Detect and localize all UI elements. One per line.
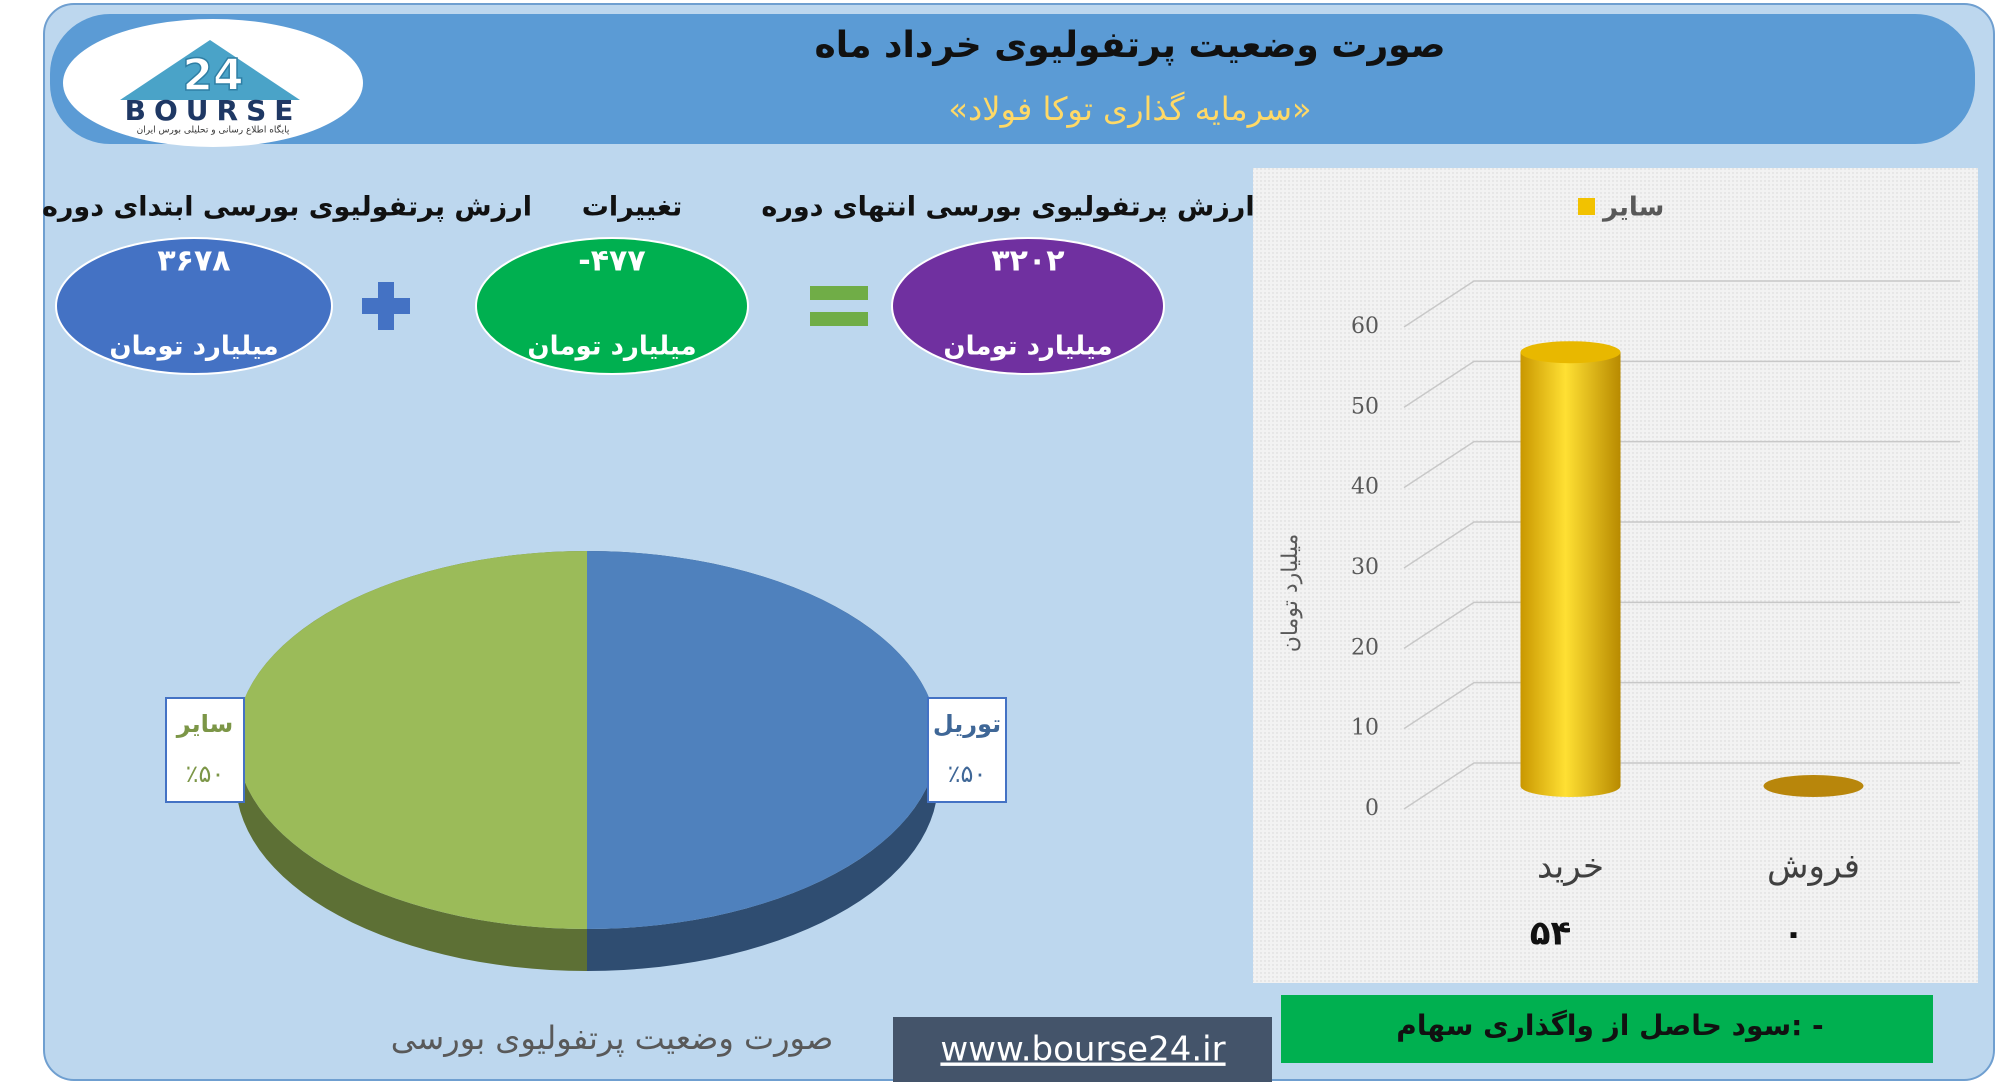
summary-oval <box>475 237 749 375</box>
pie-label: سایر <box>176 710 234 738</box>
summary-unit: میلیارد تومان <box>943 332 1112 362</box>
equals-sign <box>810 286 868 300</box>
title: صورت وضعیت پرتفولیوی خرداد ماه <box>814 25 1445 66</box>
y-tick-label: 40 <box>1351 475 1379 500</box>
grid-line <box>1403 681 1960 730</box>
y-tick-label: 20 <box>1351 635 1379 660</box>
summary-value: ۳۲۰۲ <box>991 244 1064 279</box>
legend-label: سایر <box>1601 193 1664 223</box>
profit-bar <box>1281 995 1933 1063</box>
y-tick-label: 0 <box>1365 796 1379 821</box>
website-box <box>893 1017 1272 1082</box>
summary-label: ارزش پرتفولیوی بورسی انتهای دوره <box>761 192 1254 223</box>
charts: توریل ٪۵۰ سایر ٪۵۰ صورت وضعیت پرتفولیوی بورس… <box>165 193 1960 1057</box>
bar-top <box>1520 341 1621 364</box>
y-axis-label: میلیارد تومان <box>1278 534 1303 653</box>
logo-number: 24 <box>182 50 243 101</box>
grid-line <box>1403 280 1960 328</box>
summary-label: ارزش پرتفولیوی بورسی ابتدای دوره <box>42 192 532 223</box>
x-tick-label: فروش <box>1767 847 1860 887</box>
pie-slice <box>587 551 938 929</box>
summary-unit: میلیارد تومان <box>109 332 278 362</box>
pie-slice <box>236 551 587 929</box>
grid-line <box>1403 601 1960 649</box>
summary-value: ۳۶۷۸ <box>157 244 230 279</box>
y-tick-label: 10 <box>1351 716 1379 741</box>
grid-line <box>1403 762 1960 810</box>
x-tick-label: خرید <box>1537 847 1604 887</box>
logo-roof <box>120 40 300 100</box>
grid-line <box>1403 440 1960 489</box>
website[interactable]: www.bourse24.ir <box>940 1030 1225 1070</box>
profit-text: سود حاصل از واگذاری سهام: - <box>1396 1009 1823 1042</box>
pie-title: صورت وضعیت پرتفولیوی بورسی <box>391 1019 833 1057</box>
equals-sign <box>810 312 868 326</box>
value-label: ۵۴ <box>1530 914 1572 954</box>
plus-sign <box>362 282 410 330</box>
pie-label-box <box>927 697 1007 803</box>
grid-line <box>1403 521 1960 569</box>
summary-oval <box>55 237 333 375</box>
y-tick-label: 60 <box>1351 314 1379 339</box>
logo-tagline: پایگاه اطلاع رسانی و تحلیلی بورس ایران <box>137 124 290 136</box>
legend-swatch <box>1578 198 1595 215</box>
summary-value: -۴۷۷ <box>578 244 645 279</box>
pie-label-box <box>165 697 245 803</box>
subtitle: «سرمایه گذاری توکا فولاد» <box>948 90 1311 128</box>
pie-value-label: ٪۵۰ <box>186 760 225 788</box>
logo-name: BOURSE <box>125 94 302 127</box>
summary-unit: میلیارد تومان <box>527 332 696 362</box>
value-label: ۰ <box>1783 914 1804 954</box>
pie-label: توریل <box>933 710 1001 738</box>
y-tick-label: 30 <box>1351 555 1379 580</box>
bar <box>1520 352 1621 797</box>
pie-value-label: ٪۵۰ <box>948 760 987 788</box>
y-tick-label: 50 <box>1351 394 1379 419</box>
header-bar <box>50 14 1975 144</box>
summary-label: تغییرات <box>582 192 683 223</box>
summary-oval <box>891 237 1165 375</box>
bar-top <box>1763 775 1864 797</box>
grid-line <box>1403 360 1960 408</box>
